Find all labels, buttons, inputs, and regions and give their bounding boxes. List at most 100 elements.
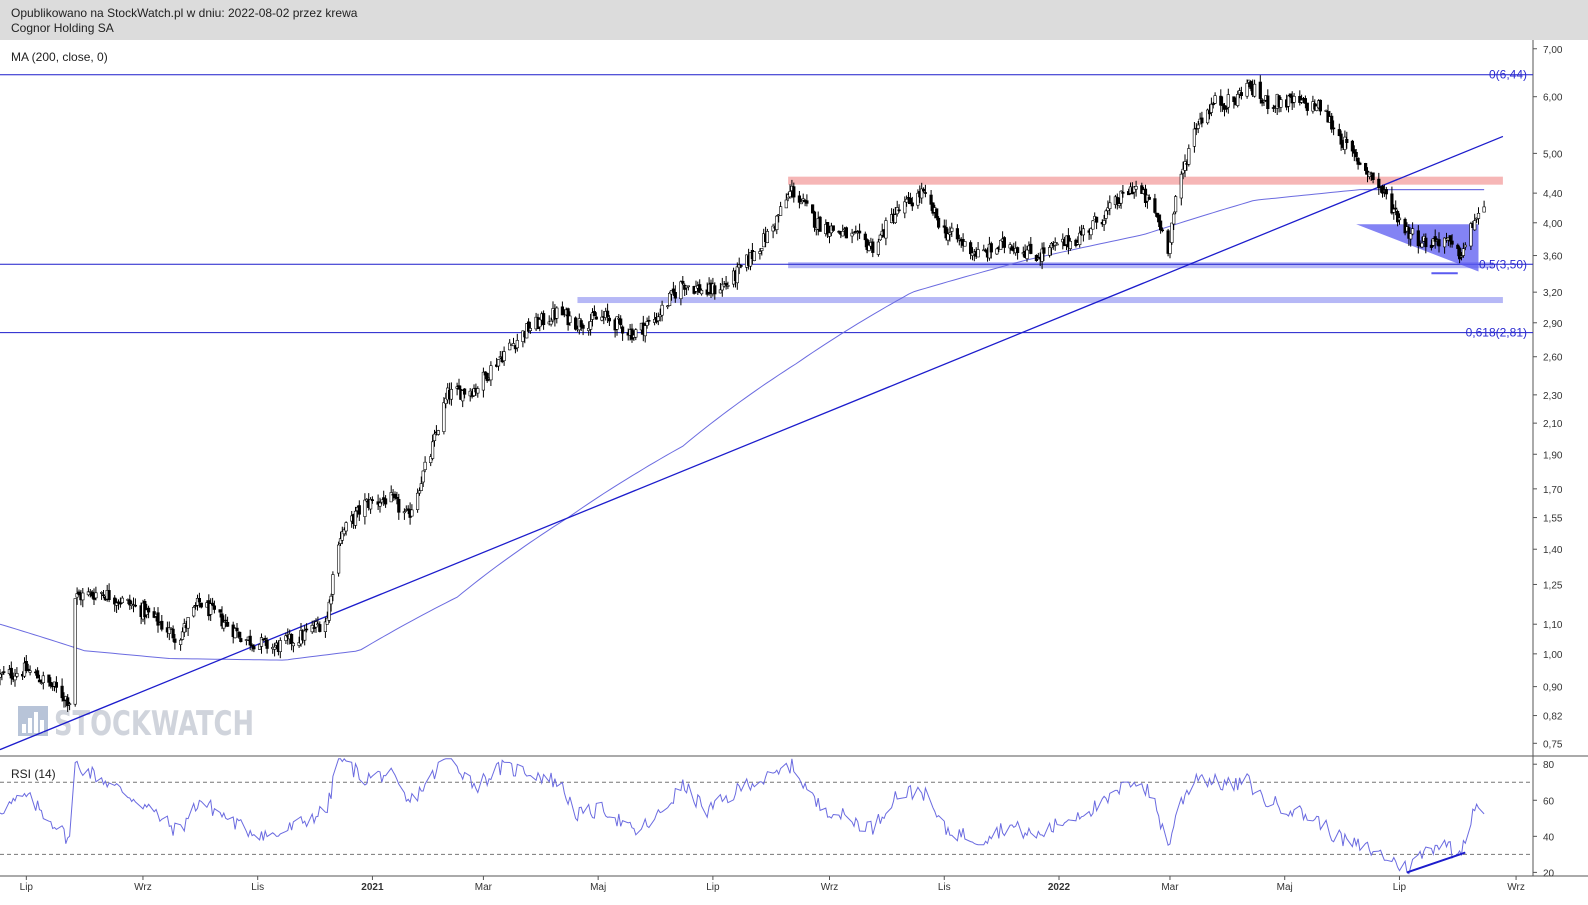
- candle-body: [86, 591, 90, 596]
- candle-body: [1420, 242, 1424, 248]
- candle-body: [698, 284, 702, 293]
- candle-body: [0, 672, 4, 675]
- price-tick-label: 0,90: [1543, 683, 1563, 694]
- candle-body: [235, 627, 239, 632]
- candle-body: [876, 241, 880, 255]
- candle-body: [760, 248, 764, 252]
- candle-body: [1147, 196, 1151, 200]
- price-tick-label: 6,00: [1543, 93, 1563, 104]
- candle-body: [90, 591, 94, 597]
- candle-body: [1055, 243, 1059, 246]
- candle-body: [1002, 237, 1006, 248]
- candle-body: [66, 697, 70, 706]
- rsi-tick-label: 60: [1543, 796, 1555, 807]
- candle-body: [224, 619, 228, 622]
- price-tick-label: 1,40: [1543, 545, 1563, 556]
- candle-body: [1179, 173, 1183, 199]
- candle-body: [935, 208, 939, 219]
- candle-body: [47, 674, 51, 683]
- candle-body: [1403, 218, 1407, 234]
- candle-body: [304, 628, 309, 631]
- candle-body: [0, 673, 2, 678]
- candle-body: [1305, 102, 1309, 111]
- candle-body: [15, 673, 19, 677]
- candle-body: [1108, 202, 1112, 210]
- candle-body: [955, 228, 959, 240]
- candle-body: [854, 230, 858, 233]
- price-tick-label: 1,70: [1543, 485, 1563, 496]
- time-tick-label: 2021: [361, 882, 384, 893]
- candle-body: [511, 343, 516, 347]
- candle-body: [1160, 229, 1164, 232]
- candle-body: [442, 402, 446, 432]
- candle-body: [180, 631, 185, 640]
- candle-body: [1371, 172, 1375, 181]
- candle-body: [643, 325, 647, 337]
- ma200-line: [0, 189, 1485, 661]
- fib-level-label: 0,5(3,50): [1479, 257, 1527, 271]
- candle-body: [211, 602, 215, 606]
- candle-body: [1364, 163, 1368, 171]
- candle-body: [1429, 244, 1433, 248]
- candle-body: [801, 198, 805, 201]
- candle-body: [457, 385, 461, 390]
- candle-body: [1029, 243, 1033, 254]
- candle-body: [1450, 240, 1454, 245]
- candle-body: [1384, 189, 1388, 195]
- candle-body: [39, 682, 43, 684]
- candle-body: [792, 186, 796, 198]
- candle-body: [871, 241, 875, 253]
- candle-body: [171, 628, 175, 639]
- fib-level-label: 0(6,44): [1489, 68, 1527, 82]
- candle-body: [430, 441, 435, 459]
- candle-body: [226, 621, 230, 627]
- candle-body: [1213, 95, 1217, 104]
- candle-body: [735, 266, 739, 284]
- candle-body: [600, 316, 604, 321]
- candle-body: [336, 544, 341, 574]
- candle-body: [1078, 232, 1082, 246]
- watermark-logo-bar: [40, 720, 44, 733]
- price-tick-label: 7,00: [1543, 45, 1563, 56]
- candle-body: [634, 329, 638, 338]
- candle-body: [147, 607, 151, 613]
- candle-body: [179, 639, 183, 645]
- candle-body: [724, 283, 728, 286]
- candle-body: [1352, 149, 1356, 154]
- candle-body: [75, 593, 79, 598]
- candle-body: [660, 304, 664, 316]
- candle-body: [825, 222, 830, 235]
- candle-body: [1396, 211, 1400, 223]
- candle-body: [1407, 227, 1411, 239]
- candle-body: [765, 231, 769, 243]
- candle-body: [1343, 136, 1347, 150]
- candle-body: [1390, 193, 1394, 214]
- candle-body: [1409, 233, 1413, 240]
- candle-body: [1245, 83, 1249, 97]
- candle-body: [1443, 237, 1447, 248]
- candle-body: [1292, 96, 1296, 103]
- candle-body: [908, 197, 912, 205]
- price-tick-label: 2,10: [1543, 419, 1563, 430]
- candle-body: [357, 505, 361, 515]
- candle-body: [841, 231, 845, 237]
- price-tick-label: 3,20: [1543, 288, 1563, 299]
- candle-body: [910, 202, 914, 207]
- candle-body: [878, 234, 882, 241]
- candle-body: [1181, 168, 1185, 174]
- candle-body: [1356, 157, 1360, 165]
- candle-body: [1157, 214, 1161, 223]
- candle-body: [116, 601, 121, 604]
- candle-body: [24, 660, 28, 672]
- candle-body: [417, 490, 422, 494]
- candle-body: [1222, 105, 1227, 110]
- candle-body: [432, 433, 437, 442]
- time-tick-label: Lip: [706, 882, 720, 893]
- candle-body: [944, 226, 948, 239]
- candle-body: [897, 209, 901, 212]
- candle-body: [1258, 81, 1262, 99]
- candle-body: [1104, 210, 1108, 219]
- rsi-indicator-label: RSI (14): [11, 767, 56, 781]
- candle-body: [1196, 124, 1200, 129]
- candle-body: [718, 289, 722, 294]
